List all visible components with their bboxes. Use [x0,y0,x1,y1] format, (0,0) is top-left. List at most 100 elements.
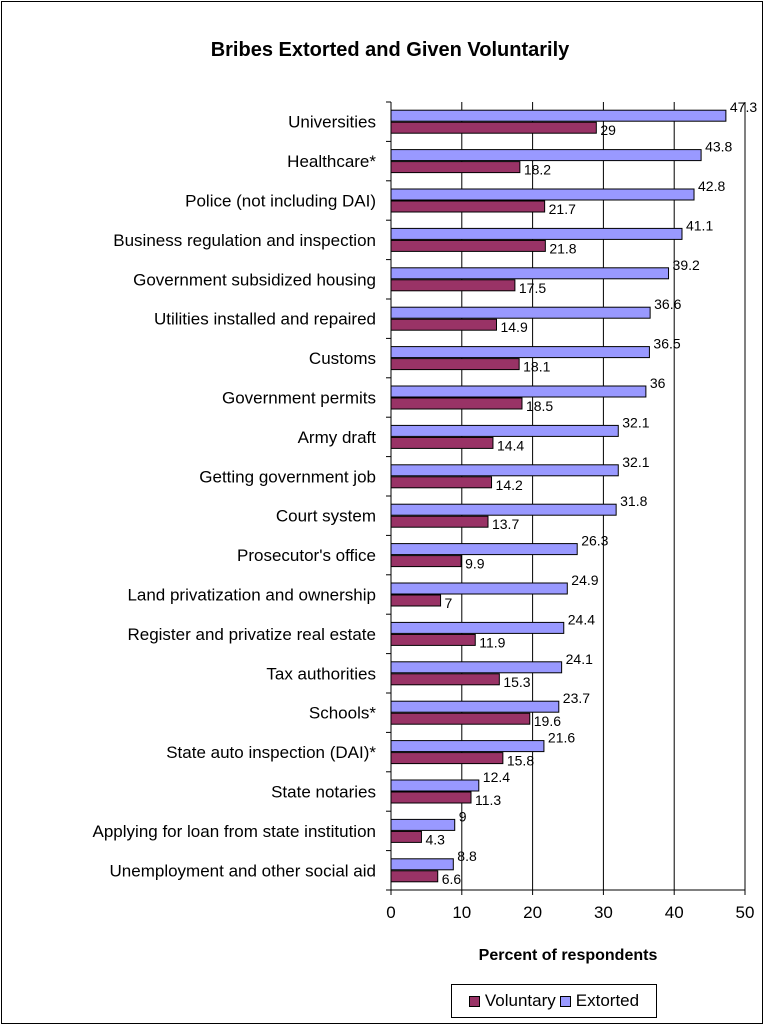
x-tick-label-30: 30 [594,903,613,922]
category-label-state-notaries: State notaries [271,783,376,802]
data-label-voluntary-unemployment-and-other-social-aid: 6.6 [442,871,462,887]
bar-voluntary-prosecutor-s-office [390,555,462,568]
legend-label-extorted: Extorted [575,991,640,1010]
bar-voluntary-healthcare [390,161,521,174]
bar-voluntary-applying-for-loan-from-state-institution [390,830,422,843]
bar-extorted-register-and-privatize-real-estate [390,621,565,634]
data-label-extorted-government-permits: 36 [650,375,666,391]
data-label-extorted-customs: 36.5 [653,336,680,352]
data-label-extorted-applying-for-loan-from-state-institution: 9 [459,808,467,824]
bar-voluntary-army-draft [390,436,494,449]
bar-extorted-government-permits [390,385,647,398]
bar-voluntary-police-not-including-dai [390,200,546,213]
bar-voluntary-land-privatization-and-ownership [390,594,442,607]
data-label-extorted-court-system: 31.8 [620,493,647,509]
bar-extorted-unemployment-and-other-social-aid [390,858,454,871]
category-label-state-auto-inspection-dai: State auto inspection (DAI)* [166,743,376,762]
data-label-voluntary-army-draft: 14.4 [497,437,524,453]
bar-extorted-prosecutor-s-office [390,543,578,556]
data-label-extorted-tax-authorities: 24.1 [566,651,593,667]
bar-voluntary-business-regulation-and-inspection [390,239,546,252]
bar-extorted-court-system [390,503,617,516]
data-label-voluntary-state-notaries: 11.3 [475,792,501,808]
data-label-voluntary-universities: 29 [600,122,616,138]
bar-extorted-land-privatization-and-ownership [390,582,568,595]
bar-voluntary-unemployment-and-other-social-aid [390,870,439,883]
data-label-voluntary-getting-government-job: 14.2 [496,477,523,493]
data-label-voluntary-government-subsidized-housing: 17.5 [519,280,546,296]
data-label-voluntary-customs: 18.1 [523,359,550,375]
x-tick-label-0: 0 [386,903,395,922]
bar-extorted-army-draft [390,424,619,437]
data-label-extorted-land-privatization-and-ownership: 24.9 [571,572,598,588]
bar-voluntary-customs [390,358,520,371]
category-label-customs: Customs [309,349,376,368]
bar-extorted-state-auto-inspection-dai [390,740,545,753]
category-label-government-subsidized-housing: Government subsidized housing [133,270,376,289]
bar-voluntary-state-auto-inspection-dai [390,752,504,765]
chart-title: Bribes Extorted and Given Voluntarily [211,39,570,61]
data-label-voluntary-healthcare: 18.2 [524,162,551,178]
data-label-extorted-business-regulation-and-inspection: 41.1 [686,217,713,233]
bar-voluntary-schools [390,712,531,725]
data-label-voluntary-applying-for-loan-from-state-institution: 4.3 [425,831,445,847]
data-label-extorted-army-draft: 32.1 [622,414,649,430]
bar-extorted-government-subsidized-housing [390,267,670,280]
bar-voluntary-universities [390,121,597,134]
category-label-police-not-including-dai: Police (not including DAI) [185,192,376,211]
category-label-applying-for-loan-from-state-institution: Applying for loan from state institution [93,822,376,841]
category-label-court-system: Court system [276,507,376,526]
category-labels: Universities Healthcare* Police (not inclu… [93,113,377,881]
bar-extorted-business-regulation-and-inspection [390,227,683,240]
category-label-land-privatization-and-ownership: Land privatization and ownership [127,586,376,605]
data-label-voluntary-government-permits: 18.5 [526,398,553,414]
legend-label-voluntary: Voluntary [484,991,556,1010]
bar-extorted-utilities-installed-and-repaired [390,306,651,319]
bar-voluntary-register-and-privatize-real-estate [390,633,476,646]
category-label-tax-authorities: Tax authorities [266,664,376,683]
legend: Voluntary Extorted [451,984,657,1018]
bar-extorted-universities [390,109,727,122]
data-label-extorted-utilities-installed-and-repaired: 36.6 [654,296,681,312]
legend-swatch-extorted [559,995,571,1007]
data-label-extorted-healthcare: 43.8 [705,139,732,155]
x-axis-label: Percent of respondents [479,947,658,964]
data-label-voluntary-state-auto-inspection-dai: 15.8 [507,753,534,769]
x-tick-label-10: 10 [452,903,471,922]
category-label-getting-government-job: Getting government job [199,467,376,486]
category-label-universities: Universities [288,113,376,132]
category-label-prosecutor-s-office: Prosecutor's office [237,546,376,565]
data-label-voluntary-land-privatization-and-ownership: 7 [445,595,453,611]
legend-item-voluntary: Voluntary [468,991,556,1011]
category-label-unemployment-and-other-social-aid: Unemployment and other social aid [110,861,376,880]
category-label-government-permits: Government permits [222,389,376,408]
data-label-voluntary-utilities-installed-and-repaired: 14.9 [500,319,527,335]
bar-extorted-state-notaries [390,779,480,792]
data-label-voluntary-register-and-privatize-real-estate: 11.9 [479,634,505,650]
data-label-voluntary-prosecutor-s-office: 9.9 [465,556,485,572]
data-label-extorted-universities: 47.3 [730,99,757,115]
data-label-extorted-getting-government-job: 32.1 [622,454,649,470]
bar-extorted-healthcare [390,149,702,162]
bar-extorted-getting-government-job [390,464,619,477]
data-label-extorted-police-not-including-dai: 42.8 [698,178,725,194]
category-label-utilities-installed-and-repaired: Utilities installed and repaired [154,310,376,329]
data-label-extorted-unemployment-and-other-social-aid: 8.8 [457,848,477,864]
bar-voluntary-state-notaries [390,791,472,804]
legend-item-extorted: Extorted [559,991,640,1011]
data-label-voluntary-police-not-including-dai: 21.7 [549,201,576,217]
axes: 0 10 20 30 40 50 [386,101,754,922]
category-label-schools: Schools* [309,704,376,723]
bars [390,109,727,883]
bar-extorted-customs [390,346,650,359]
bar-extorted-applying-for-loan-from-state-institution [390,818,456,831]
data-label-extorted-prosecutor-s-office: 26.3 [581,533,608,549]
data-label-extorted-schools: 23.7 [563,690,590,706]
bar-voluntary-getting-government-job [390,476,493,489]
data-label-voluntary-business-regulation-and-inspection: 21.8 [549,240,576,256]
x-tick-label-40: 40 [665,903,684,922]
bar-voluntary-government-subsidized-housing [390,279,516,292]
legend-swatch-voluntary [468,995,480,1007]
